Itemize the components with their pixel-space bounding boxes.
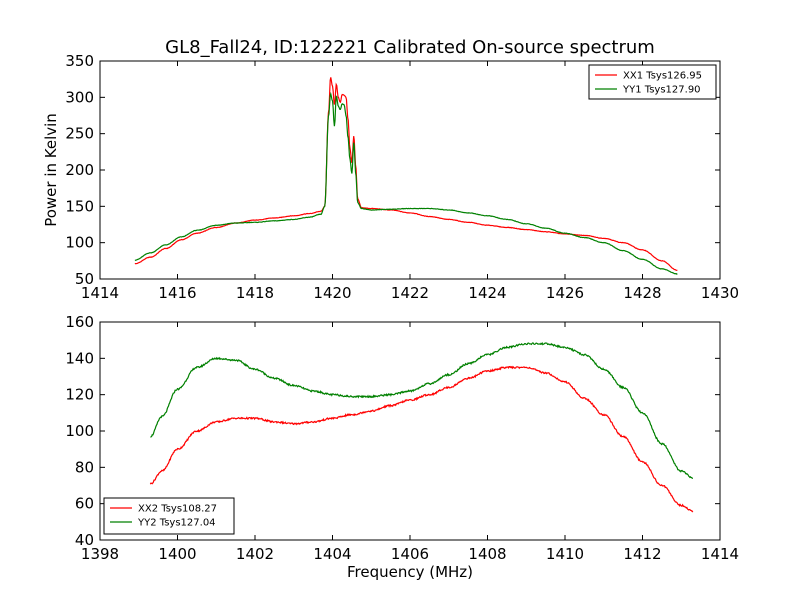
x-tick-label: 1416 xyxy=(158,284,196,302)
series-line-2 xyxy=(134,91,678,275)
x-tick-label: 1398 xyxy=(81,545,119,563)
chart-panel-1: 1414 1416 1418 1420 1422 1424 1426 1428 1430 50 10… xyxy=(42,52,739,302)
y-tick-label: 100 xyxy=(65,422,94,440)
x-tick-label: 1414 xyxy=(701,545,739,563)
legend-box xyxy=(103,497,235,535)
y-tick-label: 250 xyxy=(65,125,94,143)
x-tick-label: 1428 xyxy=(623,284,661,302)
y-tick-label: 50 xyxy=(75,270,94,288)
x-axis-label: Frequency (MHz) xyxy=(347,563,473,581)
x-tick-label: 1422 xyxy=(391,284,429,302)
y-tick-label: 150 xyxy=(65,197,94,215)
x-tick-label: 1414 xyxy=(81,284,119,302)
x-tick-label: 1410 xyxy=(546,545,584,563)
chart-panel-2: 1398 1400 1402 1404 1406 1408 1410 1412 1414 40 60… xyxy=(65,313,739,563)
y-axis-label: Power in Kelvin xyxy=(42,113,60,227)
series-line-2 xyxy=(150,341,694,479)
x-tick-label: 1406 xyxy=(391,545,429,563)
x-tick-label: 1430 xyxy=(701,284,739,302)
figure-title: GL8_Fall24, ID:122221 Calibrated On-sour… xyxy=(165,37,655,58)
x-tick-label: 1408 xyxy=(468,545,506,563)
x-tick-label: 1424 xyxy=(468,284,506,302)
y-tick-label: 350 xyxy=(65,52,94,70)
y-tick-label: 40 xyxy=(75,531,94,549)
y-tick-label: 60 xyxy=(75,495,94,513)
x-tick-label: 1402 xyxy=(236,545,274,563)
chart-panels: 1414 1416 1418 1420 1422 1424 1426 1428 1430 50 10… xyxy=(42,52,739,563)
y-tick-label: 100 xyxy=(65,234,94,252)
x-tick-label: 1404 xyxy=(313,545,351,563)
series-line-1 xyxy=(149,365,694,513)
y-tick-label: 140 xyxy=(65,349,94,367)
x-tick-label: 1420 xyxy=(313,284,351,302)
y-tick-label: 300 xyxy=(65,88,94,106)
legend-box xyxy=(588,64,717,100)
x-tick-label: 1400 xyxy=(158,545,196,563)
legend: XX2 Tsys108.27 YY2 Tsys127.04 xyxy=(103,497,235,535)
x-tick-label: 1426 xyxy=(546,284,584,302)
legend-label: YY2 Tsys127.04 xyxy=(137,518,216,529)
legend: XX1 Tsys126.95 YY1 Tsys127.90 xyxy=(588,64,717,100)
y-tick-label: 200 xyxy=(65,161,94,179)
series-line-1 xyxy=(134,77,678,271)
y-tick-label: 120 xyxy=(65,386,94,404)
y-tick-label: 160 xyxy=(65,313,94,331)
x-tick-label: 1412 xyxy=(623,545,661,563)
x-tick-label: 1418 xyxy=(236,284,274,302)
legend-label: XX2 Tsys108.27 xyxy=(138,504,217,515)
legend-label: XX1 Tsys126.95 xyxy=(623,71,702,82)
y-tick-label: 80 xyxy=(75,458,94,476)
legend-label: YY1 Tsys127.90 xyxy=(622,85,701,96)
